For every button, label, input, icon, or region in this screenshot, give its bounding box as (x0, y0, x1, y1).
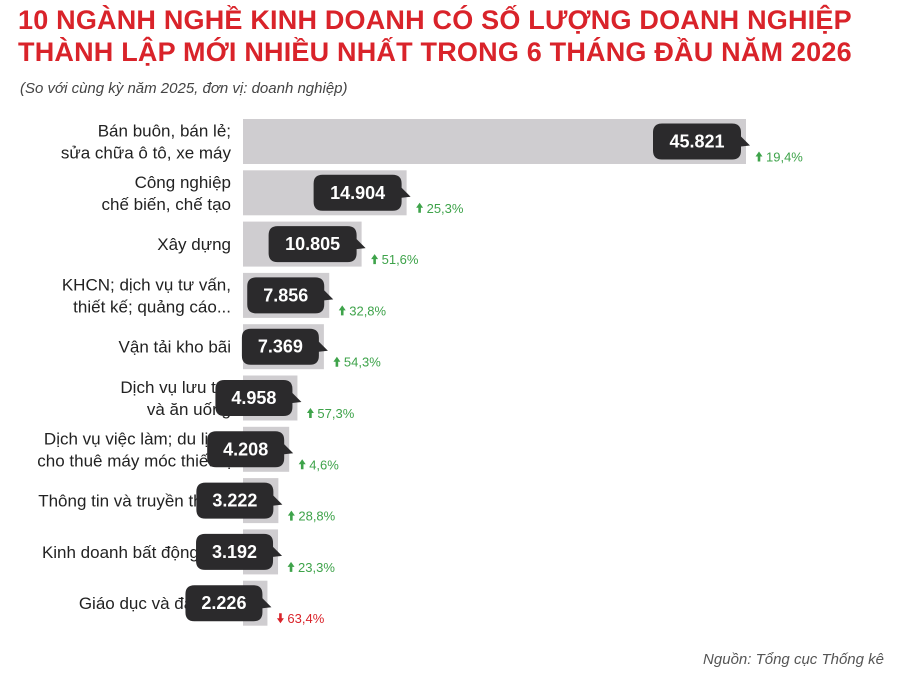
category-label: Bán buôn, bán lẻ; sửa chữa ô tô, xe máy (61, 122, 232, 163)
category-label-line: và ăn uống (147, 400, 231, 419)
change-label: 51,6% (382, 252, 419, 267)
value-bubble (207, 431, 294, 468)
source-note: Nguồn: Tổng cục Thống kê (703, 651, 884, 668)
category-label-line: Kinh doanh bất động sản (42, 543, 231, 562)
up-arrow-icon (287, 561, 295, 572)
up-arrow-icon (298, 459, 306, 470)
chart-subtitle: (So với cùng kỳ năm 2025, đơn vị: doanh … (20, 80, 348, 97)
change-label: 25,3% (427, 201, 464, 216)
category-label-line: Bán buôn, bán lẻ; (98, 122, 231, 141)
value-bubble (653, 123, 750, 160)
title-line-2: THÀNH LẬP MỚI NHIỀU NHẤT TRONG 6 THÁNG Đ… (18, 37, 852, 67)
value-label: 7.369 (258, 337, 303, 357)
category-label-line: Vận tải kho bãi (119, 338, 231, 357)
category-label-line: cho thuê máy móc thiết bị (37, 451, 231, 470)
up-arrow-icon (371, 254, 379, 265)
change-label: 19,4% (766, 150, 803, 165)
change-label: 32,8% (349, 303, 386, 318)
category-label: Thông tin và truyền thông (38, 492, 231, 511)
category-label: Công nghiệp chế biến, chế tạo (102, 173, 231, 214)
category-label-line: thiết kế; quảng cáo... (73, 297, 231, 316)
up-arrow-icon (306, 408, 314, 418)
change-label: 63,4% (287, 611, 324, 626)
category-label-line: Công nghiệp (135, 173, 231, 192)
change-label: 4,6% (309, 457, 339, 472)
value-bubble (196, 533, 283, 570)
value-bubble (313, 174, 411, 211)
category-label-line: chế biến, chế tạo (102, 195, 231, 214)
value-bubble (196, 482, 283, 519)
category-label: Dịch vụ lưu trú và ăn uống (120, 378, 231, 419)
category-label-line: Xây dựng (157, 235, 231, 254)
category-label: KHCN; dịch vụ tư vấn, thiết kế; quảng cáo… (62, 275, 231, 316)
value-bubble (241, 328, 328, 365)
change-label: 23,3% (298, 560, 335, 575)
up-arrow-icon (338, 305, 346, 316)
down-arrow-icon (276, 613, 284, 624)
change-label: 54,3% (344, 355, 381, 370)
category-label: Vận tải kho bãi (119, 338, 231, 357)
value-label: 3.222 (212, 491, 257, 511)
up-arrow-icon (755, 151, 763, 162)
title-line-1: 10 NGÀNH NGHỀ KINH DOANH CÓ SỐ LƯỢNG DOA… (18, 5, 852, 35)
value-label: 7.856 (263, 285, 308, 305)
up-arrow-icon (333, 356, 341, 367)
value-label: 14.904 (330, 183, 385, 203)
chart-title: 10 NGÀNH NGHỀ KINH DOANH CÓ SỐ LƯỢNG DOA… (18, 4, 888, 68)
category-label-line: Dịch vụ lưu trú (120, 378, 231, 397)
value-label: 2.226 (201, 593, 246, 613)
value-label: 4.958 (231, 388, 276, 408)
value-bubble (185, 585, 272, 622)
value-label: 45.821 (669, 132, 724, 152)
up-arrow-icon (287, 510, 295, 521)
category-label-line: Dịch vụ việc làm; du lịch; (44, 429, 231, 448)
category-label-line: KHCN; dịch vụ tư vấn, (62, 275, 231, 294)
value-bubble (247, 277, 334, 314)
value-label: 4.208 (223, 439, 268, 459)
value-bubble (268, 226, 366, 263)
value-label: 3.192 (212, 542, 257, 562)
change-label: 28,8% (298, 509, 335, 524)
up-arrow-icon (416, 202, 424, 213)
category-label-line: sửa chữa ô tô, xe máy (61, 144, 232, 163)
category-label-line: Thông tin và truyền thông (38, 492, 231, 511)
value-bubble (215, 380, 302, 416)
category-label: Kinh doanh bất động sản (42, 543, 231, 562)
value-label: 10.805 (285, 234, 340, 254)
category-label: Xây dựng (157, 235, 231, 254)
change-label: 57,3% (317, 406, 354, 421)
category-label: Dịch vụ việc làm; du lịch; cho thuê máy m… (37, 429, 231, 470)
